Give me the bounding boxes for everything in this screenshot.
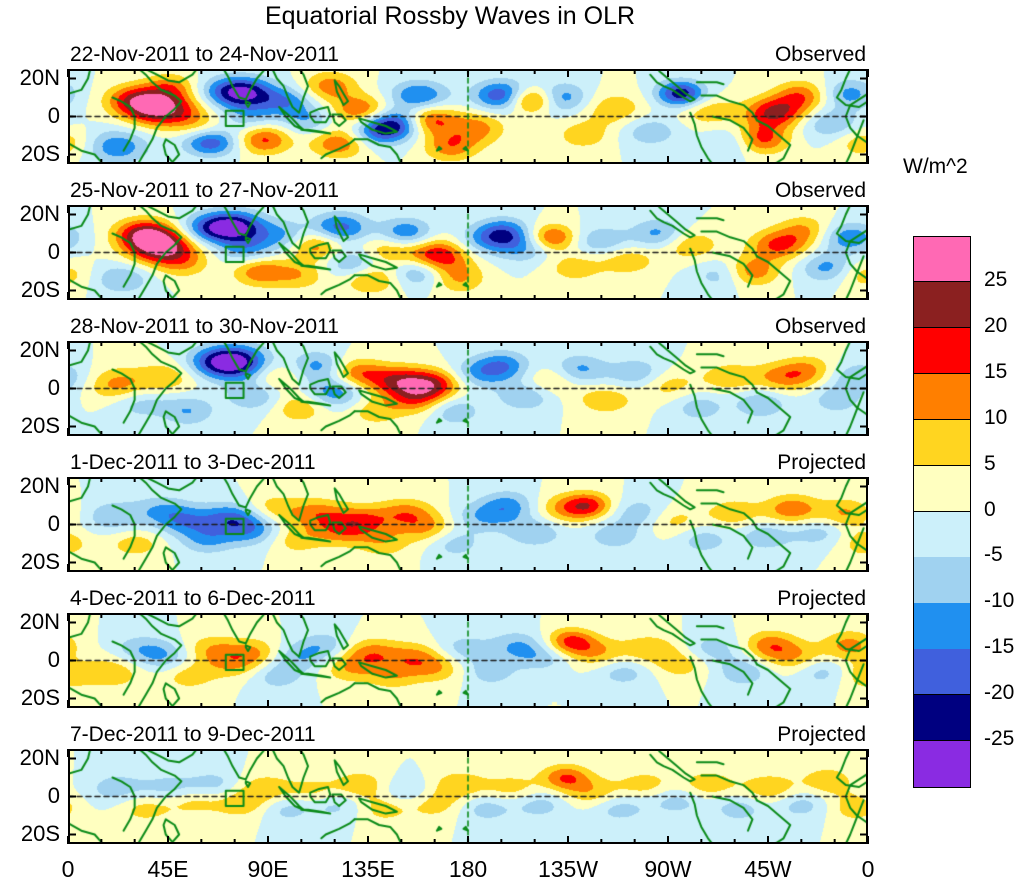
panel-status-label: Projected [777,723,866,746]
colorbar-tick-label: -10 [984,589,1015,613]
panel-date-label: 28-Nov-2011 to 30-Nov-2011 [70,315,339,338]
x-axis-tick-label: 180 [448,856,488,882]
colorbar-unit-label: W/m^2 [903,155,968,178]
x-axis-tick-label: 90W [644,856,692,882]
panel-frame [68,341,868,436]
coastline-overlay [68,205,868,300]
coastline-overlay [68,477,868,572]
y-axis-tick-label: 0 [47,374,60,400]
y-axis-tick-label: 20S [20,412,60,438]
x-axis-tick-label: 135W [537,856,599,882]
panel-date-label: 25-Nov-2011 to 27-Nov-2011 [70,179,339,202]
colorbar-band [913,603,971,650]
colorbar-tick-label: 15 [984,359,1008,383]
colorbar-band [913,419,971,467]
colorbar-tick-label: -15 [984,635,1015,659]
colorbar-band [913,236,971,283]
panel-status-label: Observed [774,179,866,202]
colorbar-band [913,557,971,604]
y-axis-tick-label: 20S [20,684,60,710]
map-panel: 22-Nov-2011 to 24-Nov-2011 Observed [68,43,868,164]
map-panel: 28-Nov-2011 to 30-Nov-2011 Observed [68,315,868,436]
x-axis-tick-label: 135E [341,856,395,882]
coastline-overlay [68,341,868,436]
colorbar-band [913,465,971,513]
map-panel: 7-Dec-2011 to 9-Dec-2011 Projected [68,723,868,844]
map-panel: 1-Dec-2011 to 3-Dec-2011 Projected [68,451,868,572]
panel-date-label: 22-Nov-2011 to 24-Nov-2011 [70,43,339,66]
y-axis-tick-label: 20N [19,336,60,362]
x-axis-tick-label: 45W [744,856,792,882]
panel-frame [68,477,868,572]
y-axis-tick-label: 20N [19,744,60,770]
colorbar-tick-label: 20 [984,313,1008,337]
panel-frame [68,205,868,300]
colorbar-tick-label: 25 [984,267,1008,291]
y-axis-tick-label: 0 [47,238,60,264]
colorbar-tick-label: 5 [984,451,996,475]
colorbar-band [913,373,971,421]
colorbar-band [913,281,971,329]
y-axis-tick-label: 20S [20,820,60,846]
colorbar-tick-label: 0 [984,497,996,521]
y-axis-tick-label: 20N [19,608,60,634]
colorbar-band [913,327,971,375]
x-axis-tick-label: 0 [861,856,875,882]
y-axis-tick-label: 20N [19,200,60,226]
colorbar-tick-label: -20 [984,681,1015,705]
y-axis-tick-label: 0 [47,102,60,128]
panel-date-label: 7-Dec-2011 to 9-Dec-2011 [70,723,316,746]
coastline-overlay [68,69,868,164]
x-axis-tick-label: 90E [247,856,289,882]
panel-frame [68,69,868,164]
panel-status-label: Projected [777,587,866,610]
y-axis-tick-label: 20N [19,64,60,90]
page-title: Equatorial Rossby Waves in OLR [264,2,636,30]
colorbar-band [913,741,971,788]
panel-frame [68,613,868,708]
panel-status-label: Observed [774,315,866,338]
y-axis-tick-label: 20S [20,276,60,302]
panel-date-label: 1-Dec-2011 to 3-Dec-2011 [70,451,316,474]
colorbar-tick-label: 10 [984,405,1008,429]
colorbar-tick-label: -25 [984,727,1015,751]
x-axis-tick-label: 45E [147,856,189,882]
map-panel: 4-Dec-2011 to 6-Dec-2011 Projected [68,587,868,708]
map-panel: 25-Nov-2011 to 27-Nov-2011 Observed [68,179,868,300]
panel-status-label: Observed [774,43,866,66]
y-axis-tick-label: 20S [20,548,60,574]
panel-date-label: 4-Dec-2011 to 6-Dec-2011 [70,587,316,610]
panel-frame [68,749,868,844]
panel-status-label: Projected [777,451,866,474]
x-axis-tick-label: 0 [61,856,75,882]
colorbar-tick-label: -5 [984,543,1003,567]
colorbar-band [913,695,971,742]
coastline-overlay [68,749,868,844]
colorbar-band [913,649,971,696]
colorbar-band [913,511,971,559]
y-axis-tick-label: 0 [47,782,60,808]
coastline-overlay [68,613,868,708]
y-axis-tick-label: 20S [20,140,60,166]
y-axis-tick-label: 20N [19,472,60,498]
y-axis-tick-label: 0 [47,646,60,672]
y-axis-tick-label: 0 [47,510,60,536]
